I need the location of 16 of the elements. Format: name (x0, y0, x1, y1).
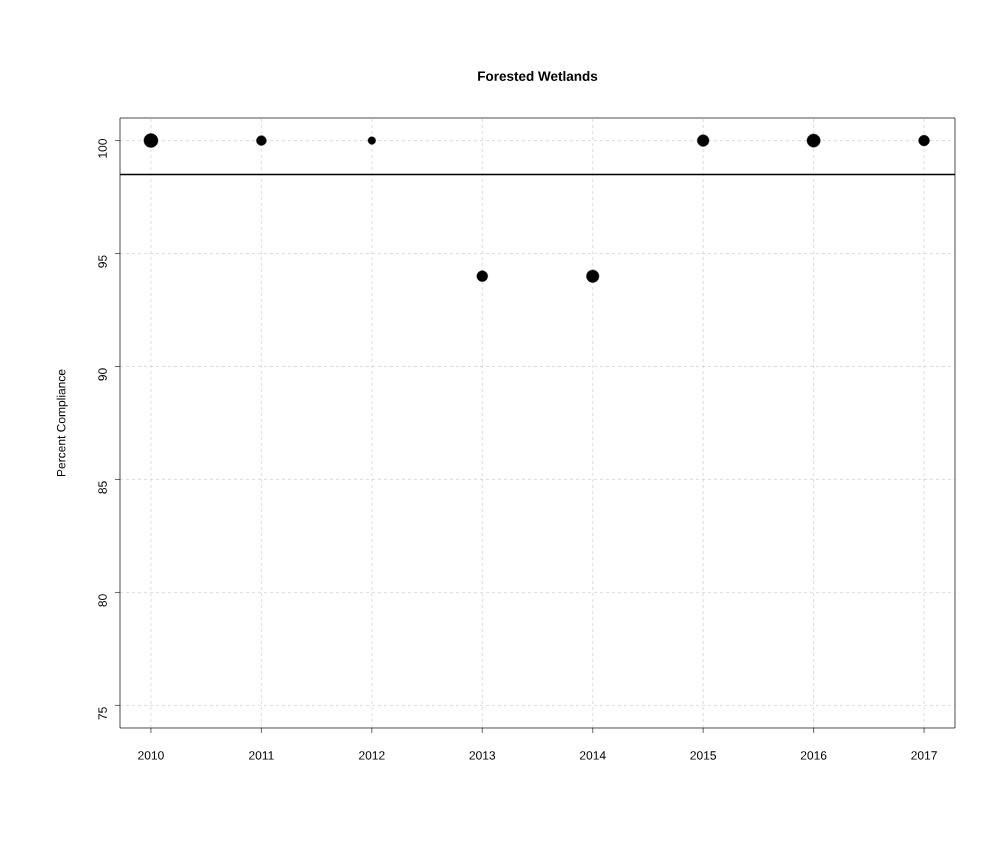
x-tick-label: 2017 (911, 751, 937, 760)
x-tick-label: 2011 (249, 751, 274, 760)
y-tick-label: 100 (98, 139, 107, 158)
x-tick-label: 2014 (579, 751, 606, 760)
y-tick-label: 95 (98, 255, 107, 268)
y-tick-label: 90 (98, 368, 107, 381)
x-tick-label: 2012 (359, 751, 385, 760)
x-tick-label: 2010 (138, 751, 164, 760)
x-tick-label: 2016 (800, 751, 827, 760)
x-tick-label: 2013 (469, 751, 496, 760)
y-tick-label: 80 (98, 594, 107, 607)
y-tick-label: 85 (98, 481, 107, 494)
y-tick-label: 75 (98, 707, 107, 720)
chart-title: Forested Wetlands (478, 71, 598, 81)
x-tick-label: 2015 (690, 751, 716, 760)
y-axis-title: Percent Compliance (56, 369, 68, 477)
